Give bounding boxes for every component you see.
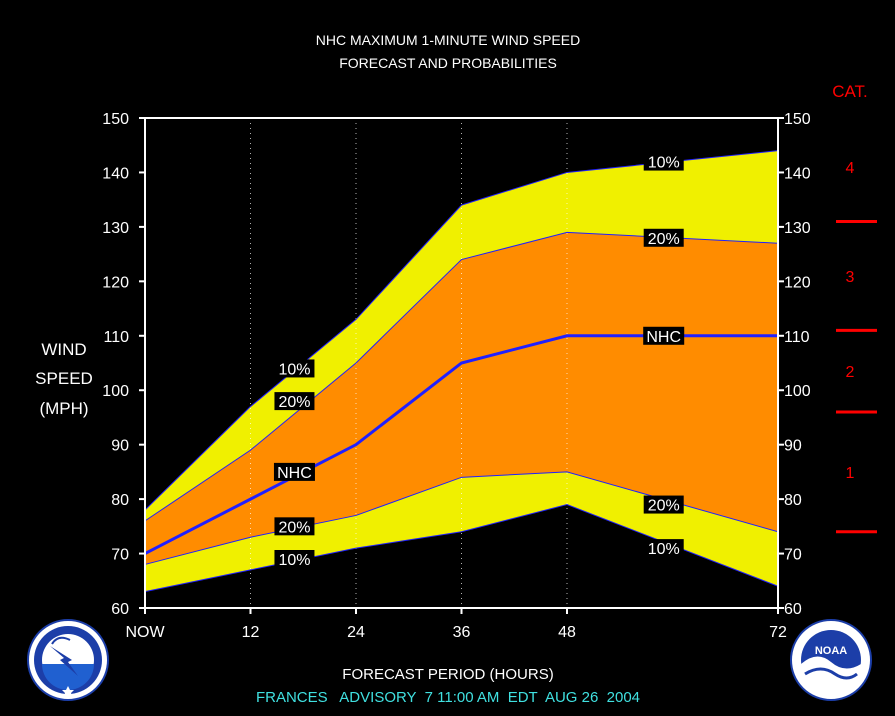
y-tick-label-right: 120: [784, 274, 811, 291]
series-label-box: [643, 152, 684, 171]
chart-title: NHC MAXIMUM 1-MINUTE WIND SPEED: [316, 32, 580, 48]
x-tick-label: 24: [347, 624, 365, 641]
series-label-box: [643, 495, 684, 514]
series-labels: 10% 20% NHC 20% 10% 10% 20% NHC 20% 10%: [273, 152, 685, 569]
y-tick-label-right: 130: [784, 220, 811, 237]
series-label-box: [274, 392, 315, 411]
y-axis-title: WIND SPEED (MPH): [35, 340, 93, 418]
x-tick-label: 48: [558, 624, 576, 641]
series-label-box: [273, 462, 315, 481]
band-edge-hi10: [144, 150, 779, 511]
y-tick-label-left: 90: [111, 438, 129, 455]
nws-star-icon: [62, 686, 74, 697]
y-tick-label-right: 70: [784, 547, 802, 564]
y-axis-title-line-2: SPEED: [35, 369, 93, 388]
x-axis-title: FORECAST PERIOD (HOURS): [342, 666, 553, 683]
chart-subtitle: FORECAST AND PROBABILITIES: [339, 55, 557, 71]
series-label: 10%: [648, 155, 680, 172]
series-label: NHC: [646, 329, 681, 346]
series-label: NHC: [277, 465, 312, 482]
x-tick-label: 12: [242, 624, 260, 641]
y-axis-title-line-1: WIND: [41, 340, 86, 359]
series-label: 20%: [278, 519, 310, 536]
series-label: 20%: [278, 394, 310, 411]
y-tick-label-left: 110: [103, 329, 129, 346]
category-label: 1: [846, 465, 855, 482]
y-axis-title-line-3: (MPH): [39, 399, 88, 418]
category-label: 2: [846, 364, 855, 381]
series-label: 20%: [648, 231, 680, 248]
x-tick-label: 36: [453, 624, 471, 641]
series-label-box: [643, 228, 684, 247]
series-label: 20%: [648, 498, 680, 515]
y-tick-label-right: 90: [784, 438, 802, 455]
y-tick-label-right: 140: [784, 165, 811, 182]
y-tick-label-right: 110: [784, 329, 810, 346]
national-weather-service-logo: [27, 619, 109, 701]
axes: 60 60 70 70 80 80 90 90 100 100 110 110 120 120 130 130…: [102, 111, 811, 641]
series-label-box: [643, 539, 684, 558]
nhc-forecast-line: [144, 334, 778, 555]
y-tick-label-left: 150: [102, 111, 129, 128]
y-tick-label-right: 150: [784, 111, 811, 128]
y-tick-label-right: 100: [784, 383, 811, 400]
y-tick-label-left: 140: [102, 165, 129, 182]
series-label-box: [274, 517, 315, 536]
plot-area: [144, 118, 779, 608]
y-tick-label-left: 80: [111, 492, 129, 509]
y-tick-label-left: 60: [111, 601, 129, 618]
series-label: 10%: [278, 361, 310, 378]
category-label: 4: [846, 160, 855, 177]
band-edge-lo10: [144, 504, 779, 593]
advisory-footer: FRANCES ADVISORY 7 11:00 AM EDT AUG 26 2…: [256, 689, 640, 706]
band-edge-hi20: [144, 231, 779, 522]
y-tick-label-right: 60: [784, 601, 802, 618]
y-tick-label-right: 80: [784, 492, 802, 509]
series-label: 10%: [278, 552, 310, 569]
y-tick-label-left: 70: [111, 547, 129, 564]
x-tick-label: NOW: [125, 624, 165, 641]
category-label: 3: [846, 269, 855, 286]
series-label-box: [643, 326, 685, 345]
hurricane-category-scale: CAT. 1 2 3 4: [832, 82, 877, 534]
series-label-box: [274, 550, 315, 568]
y-tick-label-left: 130: [102, 220, 129, 237]
noaa-logo: NOAA: [790, 619, 872, 701]
series-label-box: [274, 359, 315, 378]
category-scale-title: CAT.: [832, 82, 868, 101]
x-tick-label: 72: [769, 624, 787, 641]
y-tick-label-left: 100: [102, 383, 129, 400]
series-label: 10%: [648, 541, 680, 558]
y-tick-label-left: 120: [102, 274, 129, 291]
band-edge-lo20: [144, 471, 779, 565]
noaa-logo-text: NOAA: [815, 645, 847, 657]
